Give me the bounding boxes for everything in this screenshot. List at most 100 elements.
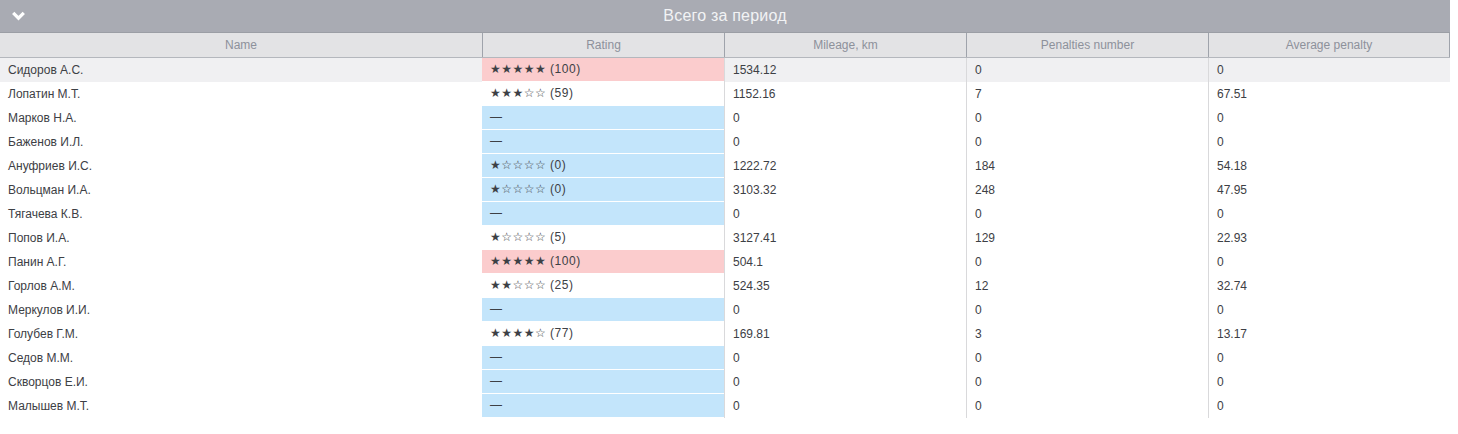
rating-cell: ★★★☆☆ (59) xyxy=(482,82,724,106)
mileage-cell: 0 xyxy=(724,130,966,154)
rating-cell: ★☆☆☆☆ (0) xyxy=(482,154,724,178)
name-cell: Меркулов И.И. xyxy=(0,298,482,322)
mileage-cell: 1152.16 xyxy=(724,82,966,106)
column-header-avg_penalty[interactable]: Average penalty xyxy=(1208,33,1450,57)
table-row[interactable]: Тягачева К.В.—000 xyxy=(0,202,1450,226)
name-cell: Тягачева К.В. xyxy=(0,202,482,226)
mileage-cell: 1534.12 xyxy=(724,58,966,82)
avg-penalty-cell: 67.51 xyxy=(1208,82,1450,106)
column-header-rating[interactable]: Rating xyxy=(482,33,724,57)
mileage-cell: 0 xyxy=(724,394,966,418)
mileage-cell: 0 xyxy=(724,106,966,130)
avg-penalty-cell: 0 xyxy=(1208,106,1450,130)
table-row[interactable]: Попов И.А.★☆☆☆☆ (5)3127.4112922.93 xyxy=(0,226,1450,250)
name-cell: Лопатин М.Т. xyxy=(0,82,482,106)
rating-cell: ★★★★★ (100) xyxy=(482,58,724,82)
mileage-cell: 0 xyxy=(724,346,966,370)
penalties-cell: 0 xyxy=(966,58,1208,82)
avg-penalty-cell: 0 xyxy=(1208,298,1450,322)
table-row[interactable]: Баженов И.Л.—000 xyxy=(0,130,1450,154)
penalties-cell: 7 xyxy=(966,82,1208,106)
table-row[interactable]: Марков Н.А.—000 xyxy=(0,106,1450,130)
penalties-cell: 0 xyxy=(966,130,1208,154)
mileage-cell: 169.81 xyxy=(724,322,966,346)
penalties-cell: 0 xyxy=(966,202,1208,226)
table-row[interactable]: Скворцов Е.И.—000 xyxy=(0,370,1450,394)
column-header-penalties[interactable]: Penalties number xyxy=(966,33,1208,57)
name-cell: Голубев Г.М. xyxy=(0,322,482,346)
column-header-mileage[interactable]: Mileage, km xyxy=(724,33,966,57)
rating-cell: ★☆☆☆☆ (5) xyxy=(482,226,724,250)
name-cell: Вольцман И.А. xyxy=(0,178,482,202)
avg-penalty-cell: 13.17 xyxy=(1208,322,1450,346)
table-row[interactable]: Меркулов И.И.—000 xyxy=(0,298,1450,322)
column-header-name[interactable]: Name xyxy=(0,33,482,57)
avg-penalty-cell: 0 xyxy=(1208,130,1450,154)
mileage-cell: 0 xyxy=(724,298,966,322)
penalties-cell: 0 xyxy=(966,370,1208,394)
name-cell: Малышев М.Т. xyxy=(0,394,482,418)
avg-penalty-cell: 0 xyxy=(1208,346,1450,370)
avg-penalty-cell: 0 xyxy=(1208,58,1450,82)
penalties-cell: 0 xyxy=(966,250,1208,274)
table-body: Сидоров А.С.★★★★★ (100)1534.1200Лопатин … xyxy=(0,58,1450,418)
rating-cell: ★★★★☆ (77) xyxy=(482,322,724,346)
penalties-cell: 184 xyxy=(966,154,1208,178)
table-row[interactable]: Ануфриев И.С.★☆☆☆☆ (0)1222.7218454.18 xyxy=(0,154,1450,178)
mileage-cell: 0 xyxy=(724,370,966,394)
name-cell: Ануфриев И.С. xyxy=(0,154,482,178)
penalties-cell: 3 xyxy=(966,322,1208,346)
rating-cell: ★★★★★ (100) xyxy=(482,250,724,274)
name-cell: Попов И.А. xyxy=(0,226,482,250)
avg-penalty-cell: 54.18 xyxy=(1208,154,1450,178)
table-row[interactable]: Вольцман И.А.★☆☆☆☆ (0)3103.3224847.95 xyxy=(0,178,1450,202)
avg-penalty-cell: 0 xyxy=(1208,370,1450,394)
rating-cell: — xyxy=(482,346,724,370)
table-row[interactable]: Горлов А.М.★★☆☆☆ (25)524.351232.74 xyxy=(0,274,1450,298)
rating-cell: — xyxy=(482,202,724,226)
avg-penalty-cell: 32.74 xyxy=(1208,274,1450,298)
total-for-period-panel: Всего за период NameRatingMileage, kmPen… xyxy=(0,0,1450,418)
table-row[interactable]: Голубев Г.М.★★★★☆ (77)169.81313.17 xyxy=(0,322,1450,346)
table-row[interactable]: Малышев М.Т.—000 xyxy=(0,394,1450,418)
name-cell: Сидоров А.С. xyxy=(0,58,482,82)
table-row[interactable]: Седов М.М.—000 xyxy=(0,346,1450,370)
rating-cell: — xyxy=(482,298,724,322)
mileage-cell: 504.1 xyxy=(724,250,966,274)
rating-cell: — xyxy=(482,106,724,130)
avg-penalty-cell: 0 xyxy=(1208,394,1450,418)
rating-cell: ★★☆☆☆ (25) xyxy=(482,274,724,298)
mileage-cell: 0 xyxy=(724,202,966,226)
avg-penalty-cell: 22.93 xyxy=(1208,226,1450,250)
name-cell: Скворцов Е.И. xyxy=(0,370,482,394)
penalties-cell: 0 xyxy=(966,346,1208,370)
avg-penalty-cell: 0 xyxy=(1208,202,1450,226)
table-row[interactable]: Панин А.Г.★★★★★ (100)504.100 xyxy=(0,250,1450,274)
penalties-cell: 129 xyxy=(966,226,1208,250)
rating-cell: — xyxy=(482,394,724,418)
name-cell: Панин А.Г. xyxy=(0,250,482,274)
panel-title: Всего за период xyxy=(0,0,1450,32)
mileage-cell: 1222.72 xyxy=(724,154,966,178)
penalties-cell: 0 xyxy=(966,106,1208,130)
name-cell: Седов М.М. xyxy=(0,346,482,370)
name-cell: Марков Н.А. xyxy=(0,106,482,130)
rating-cell: — xyxy=(482,370,724,394)
avg-penalty-cell: 47.95 xyxy=(1208,178,1450,202)
penalties-cell: 0 xyxy=(966,394,1208,418)
table-row[interactable]: Лопатин М.Т.★★★☆☆ (59)1152.16767.51 xyxy=(0,82,1450,106)
rating-cell: ★☆☆☆☆ (0) xyxy=(482,178,724,202)
mileage-cell: 3103.32 xyxy=(724,178,966,202)
penalties-cell: 0 xyxy=(966,298,1208,322)
table-header-row: NameRatingMileage, kmPenalties numberAve… xyxy=(0,33,1450,58)
rating-cell: — xyxy=(482,130,724,154)
name-cell: Горлов А.М. xyxy=(0,274,482,298)
panel-header: Всего за период xyxy=(0,0,1450,33)
penalties-cell: 248 xyxy=(966,178,1208,202)
table-row[interactable]: Сидоров А.С.★★★★★ (100)1534.1200 xyxy=(0,58,1450,82)
avg-penalty-cell: 0 xyxy=(1208,250,1450,274)
penalties-cell: 12 xyxy=(966,274,1208,298)
mileage-cell: 3127.41 xyxy=(724,226,966,250)
name-cell: Баженов И.Л. xyxy=(0,130,482,154)
mileage-cell: 524.35 xyxy=(724,274,966,298)
